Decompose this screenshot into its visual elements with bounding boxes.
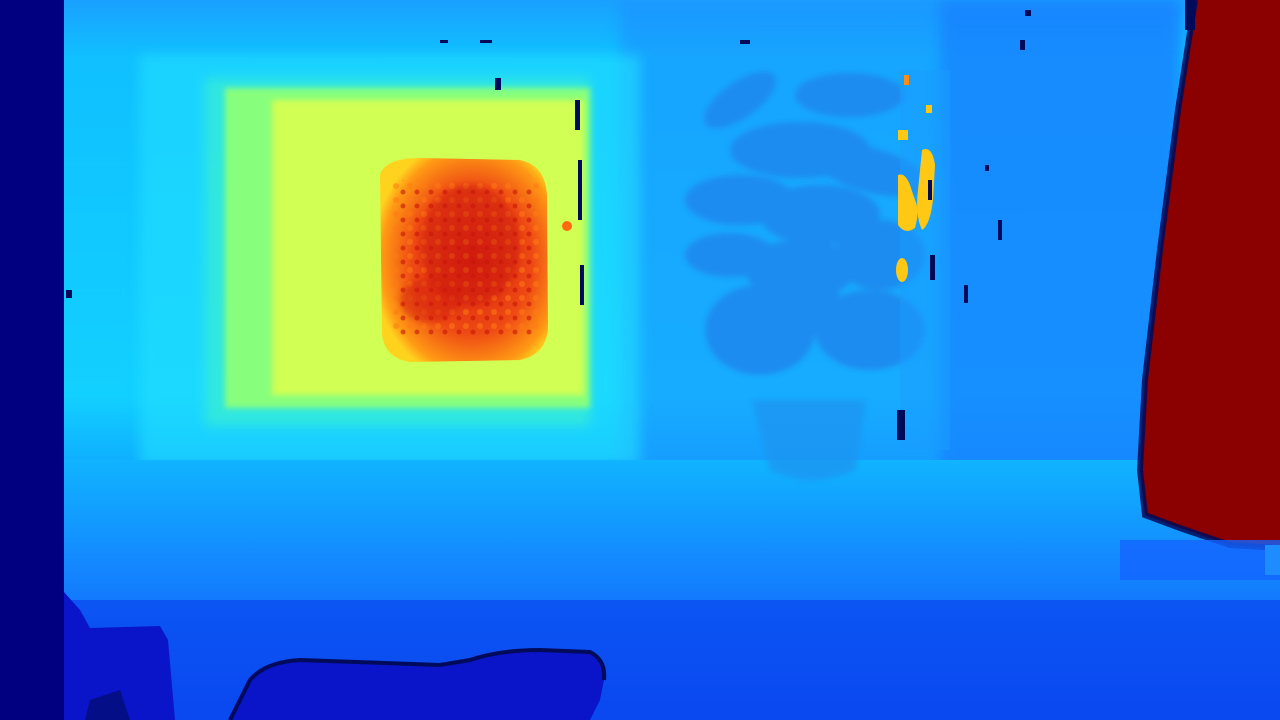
plant-pot <box>752 400 866 480</box>
foreground-furniture-left <box>64 592 175 720</box>
foreground-furniture-center <box>230 650 605 720</box>
plant <box>685 71 929 375</box>
noise-specks <box>66 10 1031 305</box>
left-invalid-band <box>0 0 64 720</box>
window-edge-specks <box>896 70 1002 450</box>
